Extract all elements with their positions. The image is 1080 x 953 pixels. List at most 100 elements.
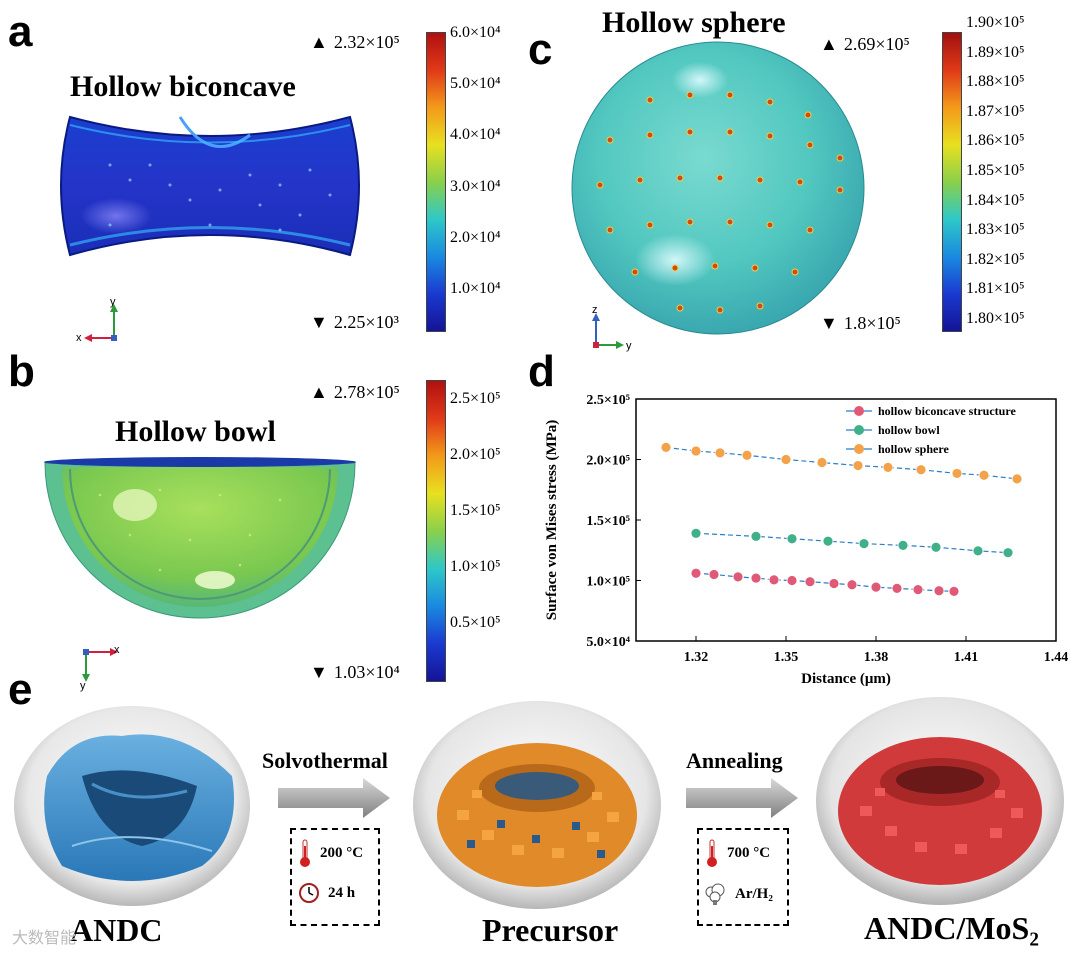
panel-letter-b: b: [8, 347, 35, 396]
panel-c-colorbar: [942, 32, 962, 332]
panel-c-max-label: ▲ 2.69×10⁵: [820, 34, 910, 55]
panel-a-min-value: 2.25×10³: [333, 312, 399, 332]
panel-c-min-label: ▼ 1.8×10⁵: [820, 313, 901, 334]
colorbar-tick-label: 0.5×10⁵: [450, 614, 501, 631]
data-point: [897, 540, 909, 551]
panel-b-max-value: 2.78×10⁵: [333, 382, 400, 402]
panel-b-min-label: ▼ 1.03×10⁴: [310, 662, 400, 683]
legend-marker: [854, 425, 864, 435]
data-point: [858, 538, 870, 549]
panel-a-axes-icon: [84, 304, 118, 342]
colorbar-tick-label: 2.5×10⁵: [450, 390, 501, 407]
panel-b-axes-icon: [82, 648, 118, 682]
colorbar-tick-label: 1.88×10⁵: [966, 73, 1025, 91]
sphere-model: [571, 41, 865, 335]
thermometer-icon: [300, 839, 310, 867]
product-precursor-label: Precursor: [482, 912, 619, 948]
colorbar-tick-label: 1.84×10⁵: [966, 191, 1025, 209]
data-point: [846, 579, 858, 591]
data-point: [750, 530, 762, 542]
data-point: [786, 533, 798, 545]
panel-b-axis-x-label: x: [114, 644, 120, 656]
data-point: [915, 464, 927, 476]
panel-a-max-value: 2.32×10⁵: [333, 32, 400, 52]
data-point: [822, 535, 834, 547]
colorbar-tick-label: 5.0×10⁴: [450, 75, 501, 93]
y-tick-label: 2.5×10⁵: [586, 393, 630, 408]
legend-label: hollow sphere: [878, 442, 949, 456]
data-point: [891, 582, 903, 594]
data-point: [816, 457, 828, 468]
step-solvothermal-label: Solvothermal: [262, 748, 388, 773]
colorbar-tick-label: 1.0×10⁴: [450, 280, 501, 297]
data-point: [930, 541, 942, 553]
data-point: [690, 527, 702, 539]
data-point: [660, 442, 672, 453]
biconcave-model: [60, 115, 360, 257]
panel-b-title: Hollow bowl: [115, 415, 276, 448]
colorbar-tick-label: 1.90×10⁵: [966, 14, 1025, 31]
panel-c-title: Hollow sphere: [602, 6, 786, 39]
cond1-time: 24 h: [328, 884, 356, 901]
data-point: [786, 575, 798, 586]
panel-b-colorbar: [426, 380, 446, 682]
stress-chart: 1.32 1.35 1.38 1.41 1.44 5.0×10⁴ 1.0×10⁵ 1.5×10…: [544, 393, 1069, 687]
colorbar-tick-label: 6.0×10⁴: [450, 24, 501, 41]
clock-icon: [299, 883, 319, 903]
panel-b-max-label: ▲ 2.78×10⁵: [310, 382, 400, 403]
legend-label: hollow bowl: [878, 423, 940, 437]
cond2-gas-row: Ar/H₂: [703, 882, 773, 906]
colorbar-tick-label: 4.0×10⁴: [450, 126, 501, 144]
colorbar-tick-label: 1.5×10⁵: [450, 502, 501, 519]
y-tick-label: 2.0×10⁵: [586, 454, 630, 469]
colorbar-tick-label: 1.0×10⁵: [450, 558, 501, 575]
colorbar-tick-label: 1.83×10⁵: [966, 221, 1025, 239]
colorbar-tick-label: 3.0×10⁴: [450, 177, 501, 195]
plot-frame: [635, 398, 1057, 642]
data-point: [978, 469, 990, 481]
x-tick-label: 1.44: [1044, 650, 1069, 665]
data-point: [780, 454, 792, 465]
panel-a-axis-y-label: y: [110, 296, 116, 308]
triangle-up-icon: ▲: [820, 34, 838, 54]
colorbar-tick-label: 1.86×10⁵: [966, 132, 1025, 150]
colorbar-tick-label: 2.0×10⁴: [450, 228, 501, 246]
x-axis-label: Distance (μm): [801, 671, 891, 687]
y-tick-label: 1.0×10⁵: [586, 575, 630, 590]
step-annealing-label: Annealing: [686, 748, 783, 773]
y-tick-label: 1.5×10⁵: [586, 514, 630, 529]
cond1-temp-row: 200 °C: [298, 838, 363, 868]
data-point: [732, 571, 744, 583]
colorbar-tick-label: 1.82×10⁵: [966, 250, 1025, 268]
data-point: [933, 585, 945, 597]
data-point: [951, 468, 963, 479]
data-point: [972, 545, 984, 557]
triangle-down-icon: ▼: [820, 313, 838, 333]
data-point: [690, 567, 702, 579]
cond1-temp: 200 °C: [320, 844, 364, 861]
x-tick-label: 1.41: [954, 650, 979, 665]
thermometer-icon: [707, 839, 717, 867]
colorbar-tick-label: 1.89×10⁵: [966, 43, 1025, 61]
watermark-text: 大数智能: [12, 928, 77, 947]
data-point: [741, 449, 753, 461]
panel-letter-c: c: [528, 25, 553, 74]
data-point: [828, 578, 840, 589]
panel-letter-d: d: [528, 347, 555, 396]
product-andc-label: ANDC: [70, 912, 163, 948]
cond2-gas: Ar/H₂: [735, 885, 773, 902]
panel-b-axis-y-label: y: [80, 680, 86, 692]
data-point: [768, 574, 780, 586]
panel-a-axis-x-label: x: [76, 332, 82, 344]
panel-c-axis-z-label: z: [592, 304, 598, 316]
triangle-up-icon: ▲: [310, 382, 328, 402]
panel-b-min-value: 1.03×10⁴: [333, 662, 400, 682]
data-point: [948, 585, 960, 597]
panel-a-title: Hollow biconcave: [70, 70, 296, 103]
data-point: [1011, 473, 1023, 485]
data-point: [852, 460, 864, 471]
arrow-right-icon: [278, 778, 390, 818]
legend-marker: [854, 444, 864, 454]
data-point: [804, 576, 816, 588]
product-andc-mos2-label: ANDC/MoS₂: [864, 910, 1039, 946]
